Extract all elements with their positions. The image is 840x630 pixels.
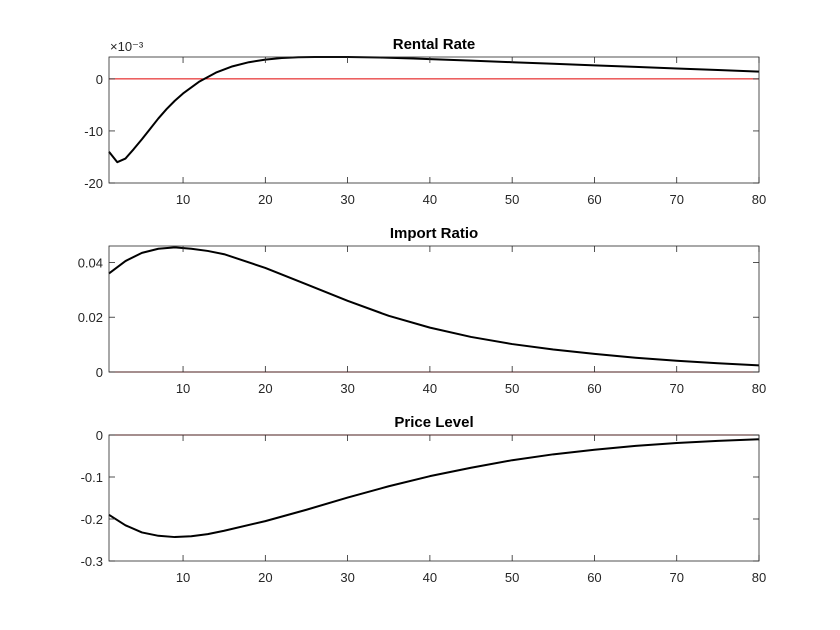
axes-frame (108, 434, 760, 562)
x-tick-label: 80 (752, 381, 766, 396)
y-tick-label: 0.02 (78, 310, 103, 325)
y-tick-label: -0.3 (81, 554, 103, 569)
x-tick-label: 20 (258, 381, 272, 396)
x-tick-label: 20 (258, 192, 272, 207)
x-tick-label: 70 (669, 192, 683, 207)
y-tick-label: -0.2 (81, 512, 103, 527)
x-tick-label: 70 (669, 570, 683, 585)
x-tick-label: 60 (587, 192, 601, 207)
axes-frame (108, 56, 760, 184)
x-tick-label: 50 (505, 381, 519, 396)
y-tick-label: -10 (84, 124, 103, 139)
axis-exponent-label: ×10⁻³ (110, 39, 144, 54)
import-ratio-panel: 10 20 30 40 50 60 70 80 0 0.02 0.04 Import Ratio (78, 225, 767, 396)
y-tick-label: -0.1 (81, 470, 103, 485)
series-line (108, 56, 760, 164)
axes-frame (108, 245, 760, 373)
series-line (108, 246, 760, 367)
x-tick-label: 40 (423, 570, 437, 585)
panel-title: Import Ratio (390, 225, 478, 242)
x-tick-label: 50 (505, 570, 519, 585)
x-tick-label: 60 (587, 381, 601, 396)
panel-title: Rental Rate (393, 36, 476, 53)
x-tick-label: 80 (752, 192, 766, 207)
x-tick-label: 40 (423, 192, 437, 207)
y-tick-label: 0 (96, 365, 103, 380)
x-tick-label: 50 (505, 192, 519, 207)
x-tick-label: 10 (176, 570, 190, 585)
y-tick-label: 0.04 (78, 255, 103, 270)
x-tick-label: 60 (587, 570, 601, 585)
y-tick-label: 0 (96, 72, 103, 87)
x-tick-label: 20 (258, 570, 272, 585)
x-tick-label: 40 (423, 381, 437, 396)
rental-rate-panel: 10 20 30 40 50 60 70 80 -20 -10 0 Rental Rate ×10⁻³ (84, 36, 766, 207)
x-tick-label: 70 (669, 381, 683, 396)
x-tick-label: 10 (176, 381, 190, 396)
price-level-panel: 10 20 30 40 50 60 70 80 -0.3 -0.2 -0.1 0 Price Level (81, 414, 767, 585)
y-tick-label: 0 (96, 428, 103, 443)
x-tick-label: 30 (340, 570, 354, 585)
x-tick-label: 30 (340, 192, 354, 207)
y-tick-label: -20 (84, 176, 103, 191)
x-tick-label: 30 (340, 381, 354, 396)
x-tick-label: 10 (176, 192, 190, 207)
panel-title: Price Level (394, 414, 473, 431)
series-line (108, 438, 760, 539)
x-tick-label: 80 (752, 570, 766, 585)
